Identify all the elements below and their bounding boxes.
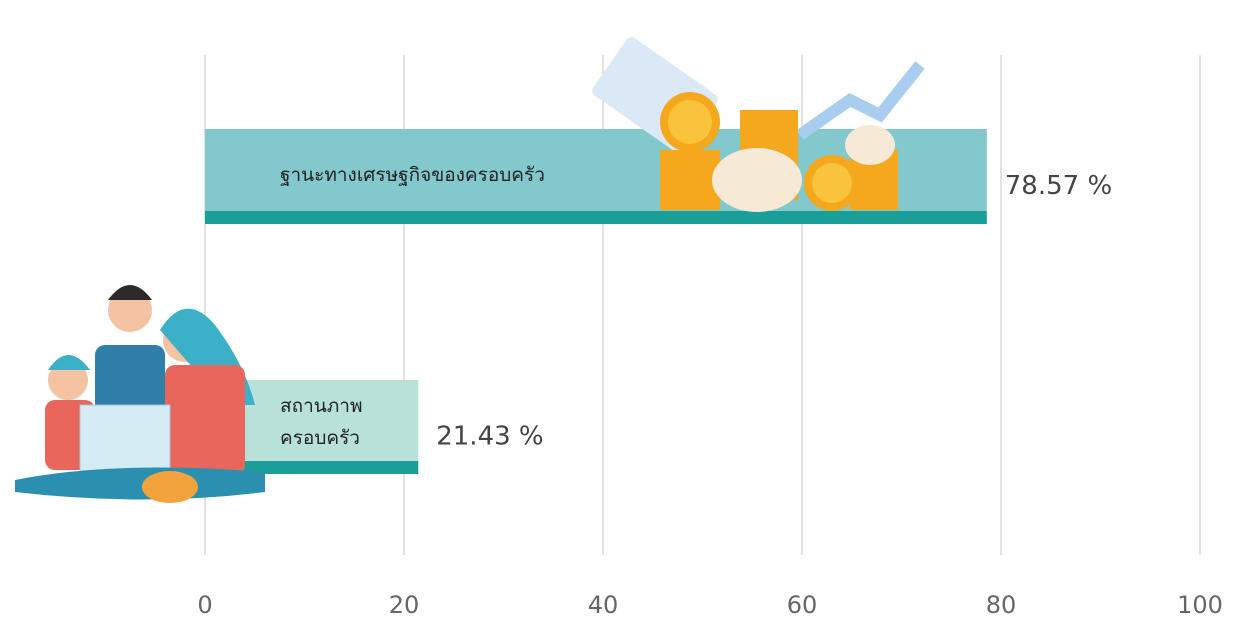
value-label: 78.57 % (1005, 171, 1112, 201)
bar-base (205, 211, 987, 224)
x-tick-label: 60 (787, 591, 818, 619)
page: 0 20 40 60 80 100 78.57 % 21.43 % ฐานะทางเศรษฐ… (0, 0, 1235, 619)
x-tick-label: 80 (986, 591, 1017, 619)
value-label: 21.43 % (436, 422, 543, 452)
x-tick-label: 0 (197, 591, 212, 619)
category-label: ฐานะทางเศรษฐกิจของครอบครัว (280, 159, 580, 191)
x-tick-label: 20 (389, 591, 420, 619)
x-tick-label: 40 (588, 591, 619, 619)
category-label: สถานภาพครอบครัว (280, 390, 380, 454)
chart: 0 20 40 60 80 100 78.57 % 21.43 % (0, 0, 1235, 619)
x-tick-label: 100 (1177, 591, 1223, 619)
